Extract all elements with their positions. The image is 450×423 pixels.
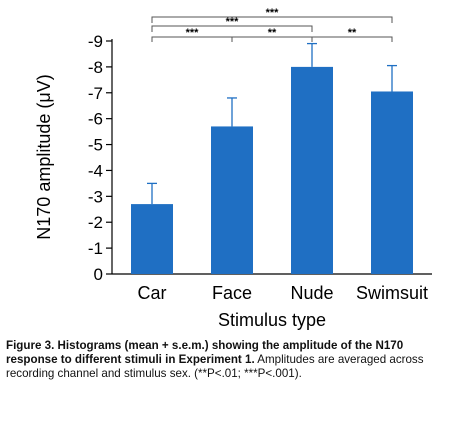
- x-axis-title: Stimulus type: [218, 310, 326, 330]
- significance-label: **: [268, 27, 277, 39]
- y-tick-label: -1: [88, 239, 103, 258]
- y-tick-label: -2: [88, 213, 103, 232]
- bar-nude: [291, 66, 333, 274]
- significance-bracket: [151, 16, 393, 23]
- y-tick-label: -5: [88, 136, 103, 155]
- y-tick-label: 0: [94, 265, 103, 284]
- x-tick-label: Car: [137, 283, 166, 303]
- labels: 0 -1 -2 -3 -4 -5 -6 -7 -8 -9 Car Face Nude Swimsuit: [88, 32, 428, 303]
- bar-car: [131, 204, 173, 274]
- significance-bracket: [151, 25, 313, 32]
- y-axis-title: N170 amplitude (μV): [34, 74, 54, 239]
- y-tick-label: -9: [88, 32, 103, 51]
- figure-caption: Figure 3. Histograms (mean + s.e.m.) sho…: [6, 339, 444, 381]
- y-tick-label: -4: [88, 161, 103, 180]
- y-tick-label: -6: [88, 110, 103, 129]
- chart: *** *** *** ** ** 0 -1 -2 -3 -4 -5 -6 -7 -8 -9 Car Face…: [34, 7, 432, 330]
- significance-label: **: [348, 27, 357, 39]
- significance-label: ***: [266, 7, 280, 19]
- x-tick-label: Face: [212, 283, 252, 303]
- x-tick-label: Swimsuit: [356, 283, 428, 303]
- significance-label: ***: [186, 27, 200, 39]
- significance-bracket: [311, 36, 393, 42]
- bar-swimsuit: [371, 91, 413, 274]
- caption-body: Amplitudes are averaged across recording…: [6, 353, 424, 380]
- bars: [131, 42, 413, 274]
- caption-heading: Figure 3. Histograms (mean + s.e.m.) sho…: [6, 339, 404, 366]
- y-tick-label: -7: [88, 84, 103, 103]
- x-tick-label: Nude: [290, 283, 333, 303]
- significance-label: ***: [226, 16, 240, 28]
- y-tick-label: -8: [88, 58, 103, 77]
- y-tick-label: -3: [88, 187, 103, 206]
- bar-face: [211, 126, 253, 274]
- significance-brackets: ********* ** **: [151, 7, 393, 42]
